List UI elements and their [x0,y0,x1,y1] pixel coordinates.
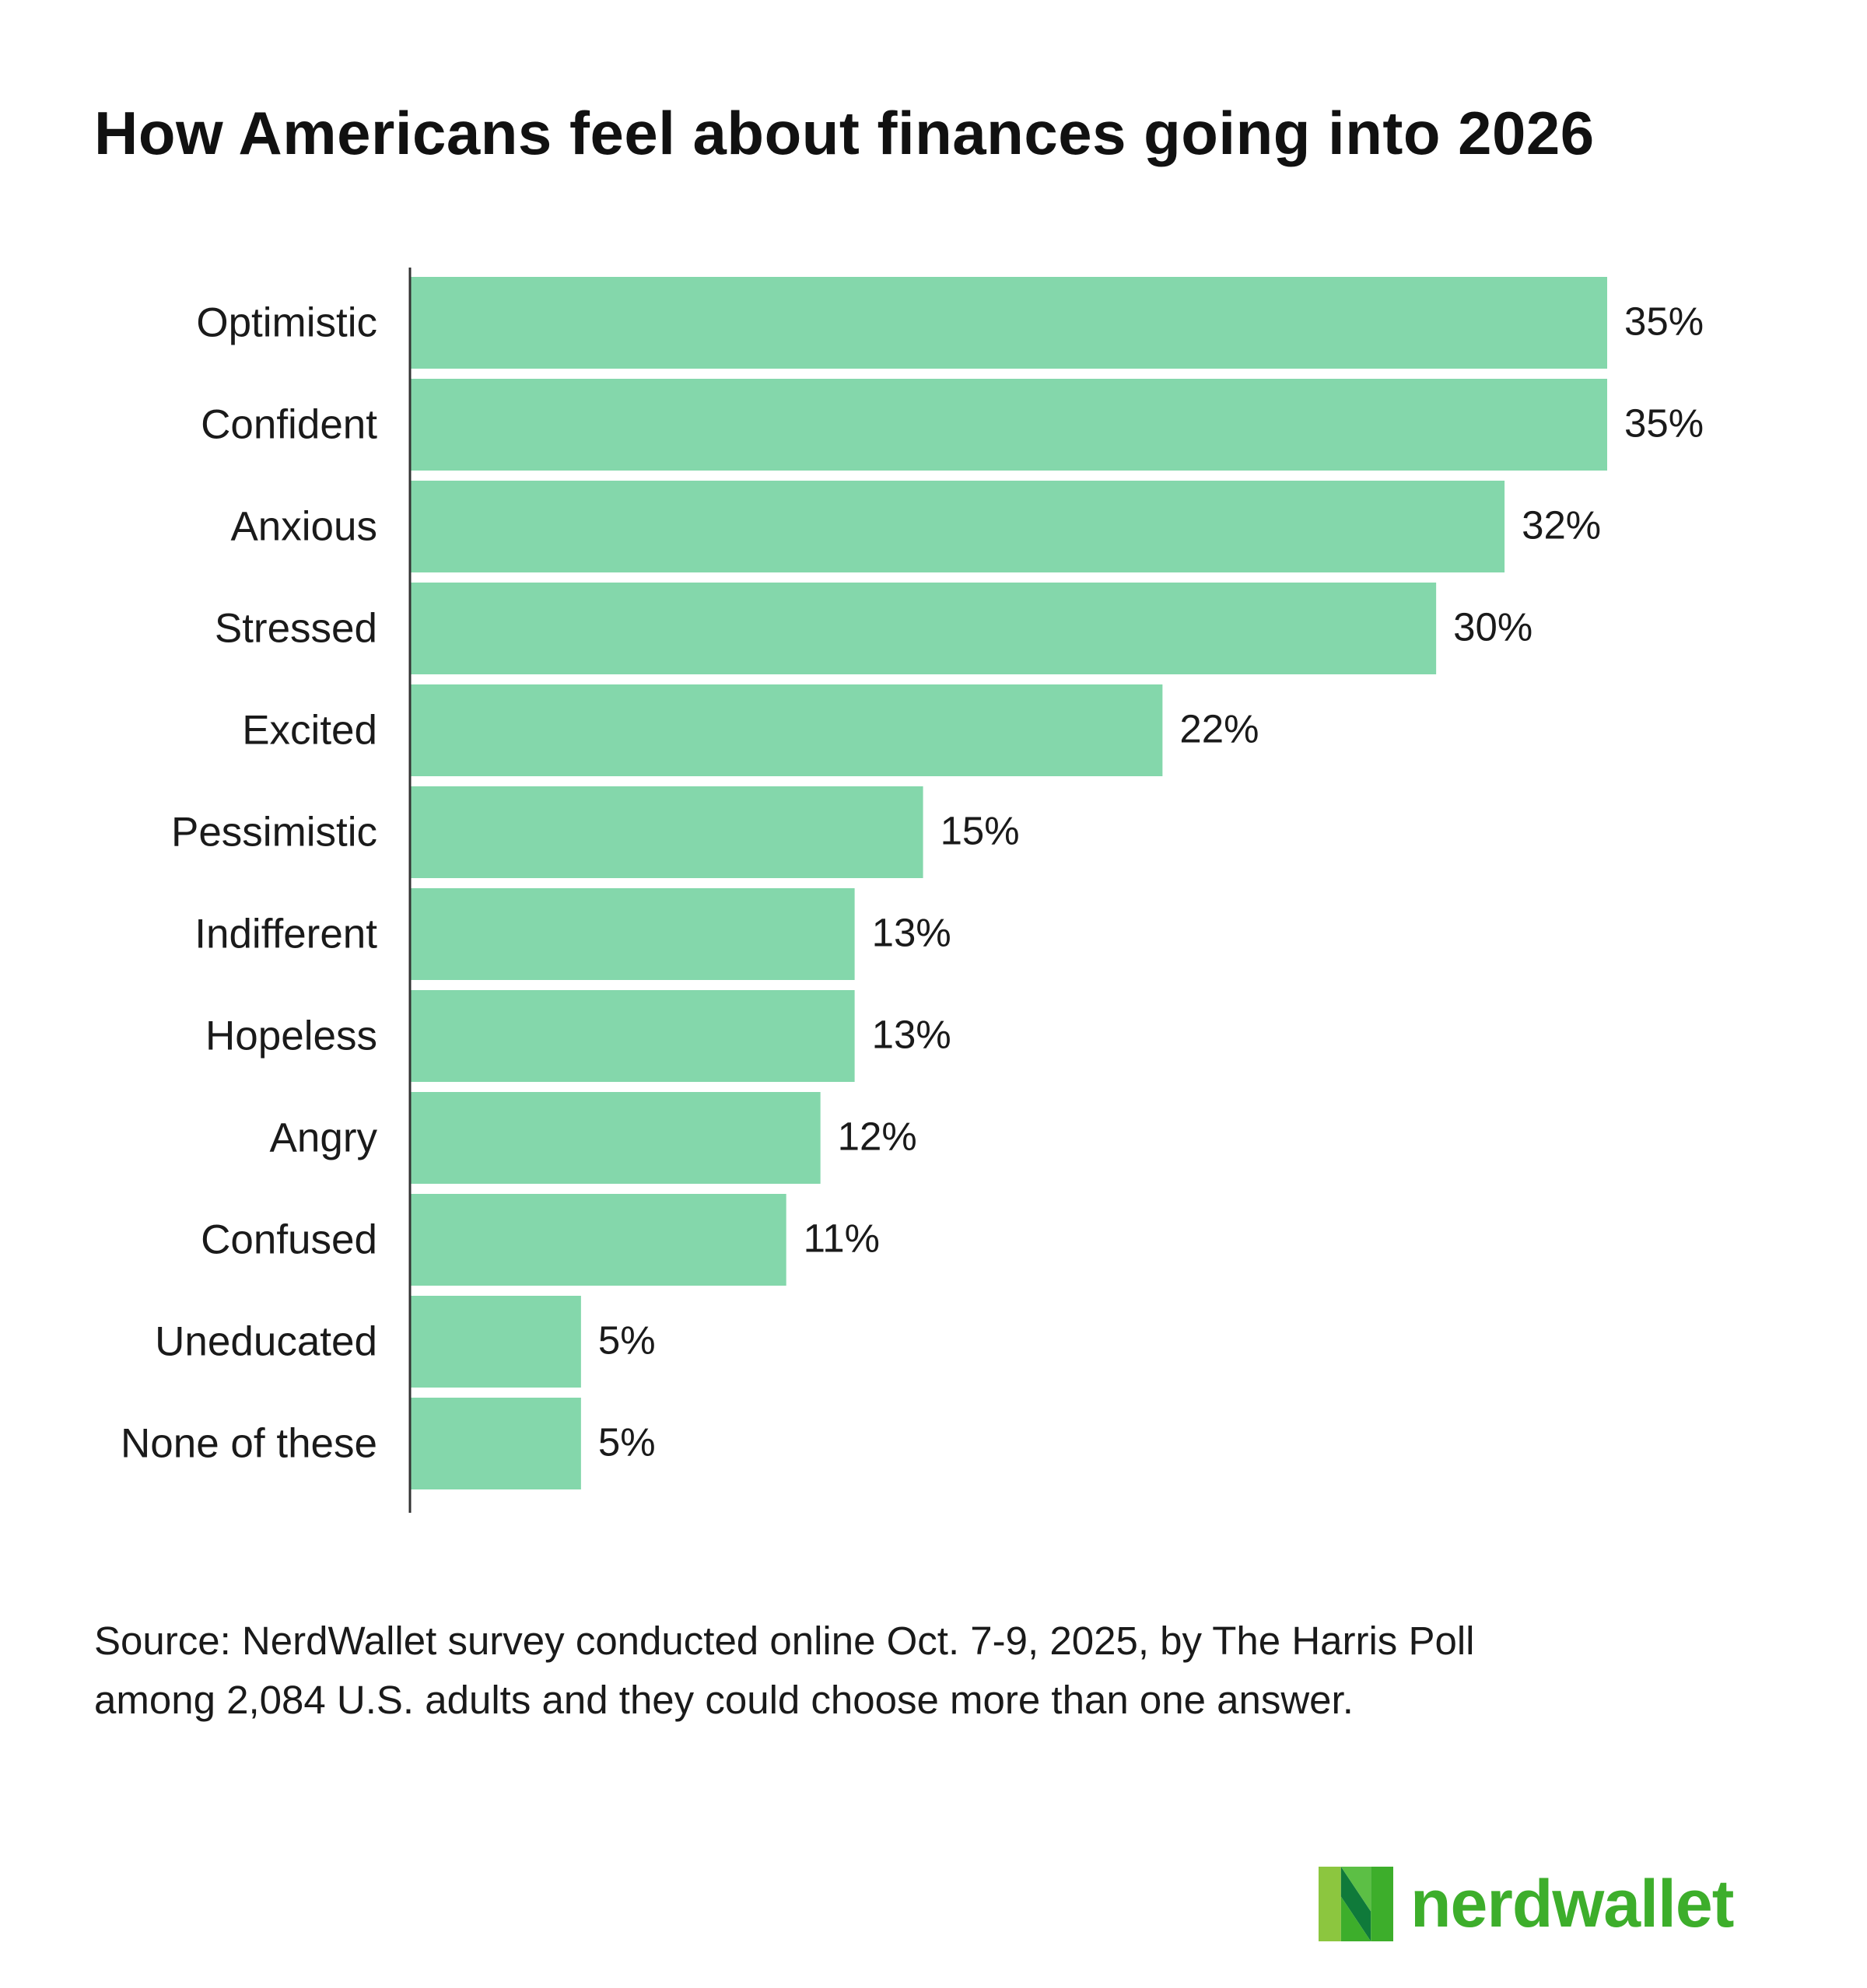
bar-hopeless [410,990,855,1082]
category-label-angry: Angry [270,1115,378,1161]
chart-title: How Americans feel about finances going … [94,99,1595,167]
bar-angry [410,1092,821,1184]
nerdwallet-n-logo-icon [1319,1867,1393,1941]
value-label-uneducated: 5% [598,1318,656,1363]
value-label-anxious: 32% [1522,503,1601,548]
source-line-1: Source: NerdWallet survey conducted onli… [94,1619,1475,1663]
bar-stressed [410,583,1437,674]
source-line-2: among 2,084 U.S. adults and they could c… [94,1678,1354,1722]
bar-uneducated [410,1296,581,1388]
category-label-excited: Excited [242,708,377,754]
category-label-hopeless: Hopeless [205,1013,377,1059]
value-label-none-of-these: 5% [598,1420,656,1465]
source-note: Source: NerdWallet survey conducted onli… [94,1612,1767,1730]
category-labels: Optimistic Confident Anxious Stressed Excite… [121,300,378,1467]
bar-none-of-these [410,1398,581,1489]
value-label-indifferent: 13% [872,911,951,955]
value-label-hopeless: 13% [872,1013,951,1057]
value-label-pessimistic: 15% [941,809,1020,853]
bar-anxious [410,481,1505,572]
value-label-stressed: 30% [1453,605,1532,649]
category-label-none-of-these: None of these [121,1421,377,1467]
category-label-confused: Confused [201,1217,377,1263]
bar-confused [410,1194,786,1286]
category-label-pessimistic: Pessimistic [171,810,377,856]
value-label-confused: 11% [804,1216,880,1261]
category-label-confident: Confident [201,402,377,448]
value-label-optimistic: 35% [1624,299,1704,344]
bar-excited [410,684,1163,776]
value-label-angry: 12% [838,1115,917,1159]
bar-indifferent [410,888,855,980]
bar-chart: Optimistic Confident Anxious Stressed Excite… [121,268,1704,1513]
bar-optimistic [410,277,1607,369]
category-label-uneducated: Uneducated [155,1319,377,1365]
value-label-confident: 35% [1624,401,1704,446]
bar-pessimistic [410,786,923,878]
bars-group [410,277,1607,1489]
value-label-excited: 22% [1179,707,1259,751]
value-labels: 35% 35% 32% 30% 22% 15% 13% 13% 12% 11% 5% 5% [598,299,1704,1465]
category-label-indifferent: Indifferent [194,912,377,957]
category-label-anxious: Anxious [230,504,377,550]
bar-confident [410,379,1607,471]
nerdwallet-logo: nerdwallet [1319,1865,1734,1943]
category-label-optimistic: Optimistic [196,300,377,346]
category-label-stressed: Stressed [215,606,377,652]
logo-wordmark: nerdwallet [1410,1867,1734,1941]
